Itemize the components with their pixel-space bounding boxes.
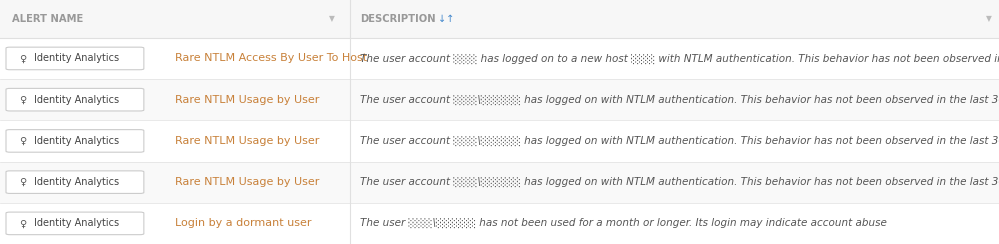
Text: Identity Analytics: Identity Analytics: [34, 53, 119, 63]
Text: The user account ░░░\░░░░░ has logged on with NTLM authentication. This behavior: The user account ░░░\░░░░░ has logged on…: [360, 177, 999, 187]
FancyBboxPatch shape: [6, 212, 144, 235]
Text: The user account ░░░\░░░░░ has logged on with NTLM authentication. This behavior: The user account ░░░\░░░░░ has logged on…: [360, 95, 999, 105]
Bar: [0, 162, 999, 203]
Text: ♀: ♀: [19, 136, 26, 146]
Text: Rare NTLM Usage by User: Rare NTLM Usage by User: [175, 177, 320, 187]
Text: Identity Analytics: Identity Analytics: [34, 177, 119, 187]
FancyBboxPatch shape: [6, 88, 144, 111]
Text: ▼: ▼: [329, 14, 335, 23]
FancyBboxPatch shape: [6, 130, 144, 152]
Text: Rare NTLM Usage by User: Rare NTLM Usage by User: [175, 136, 320, 146]
Bar: [0, 203, 999, 244]
Text: ♀: ♀: [19, 53, 26, 63]
Text: The user ░░░\░░░░░ has not been used for a month or longer. Its login may indica: The user ░░░\░░░░░ has not been used for…: [360, 218, 886, 228]
Text: ▼: ▼: [986, 14, 992, 23]
FancyBboxPatch shape: [6, 171, 144, 193]
Text: The user account ░░░\░░░░░ has logged on with NTLM authentication. This behavior: The user account ░░░\░░░░░ has logged on…: [360, 136, 999, 146]
Text: Identity Analytics: Identity Analytics: [34, 218, 119, 228]
Bar: [0, 79, 999, 120]
Text: ↓↑: ↓↑: [438, 14, 454, 24]
Text: ♀: ♀: [19, 218, 26, 228]
Text: Rare NTLM Usage by User: Rare NTLM Usage by User: [175, 95, 320, 105]
Text: DESCRIPTION: DESCRIPTION: [360, 14, 436, 24]
Bar: [0, 120, 999, 162]
Text: Identity Analytics: Identity Analytics: [34, 136, 119, 146]
Bar: [0, 38, 999, 79]
Text: ♀: ♀: [19, 177, 26, 187]
Text: ♀: ♀: [19, 95, 26, 105]
FancyBboxPatch shape: [6, 47, 144, 70]
Text: Identity Analytics: Identity Analytics: [34, 95, 119, 105]
Text: ALERT NAME: ALERT NAME: [12, 14, 83, 24]
Text: The user account ░░░ has logged on to a new host ░░░ with NTLM authentication. T: The user account ░░░ has logged on to a …: [360, 53, 999, 63]
Bar: [0, 0, 999, 38]
Text: Rare NTLM Access By User To Host: Rare NTLM Access By User To Host: [175, 53, 367, 63]
Text: Login by a dormant user: Login by a dormant user: [175, 218, 312, 228]
